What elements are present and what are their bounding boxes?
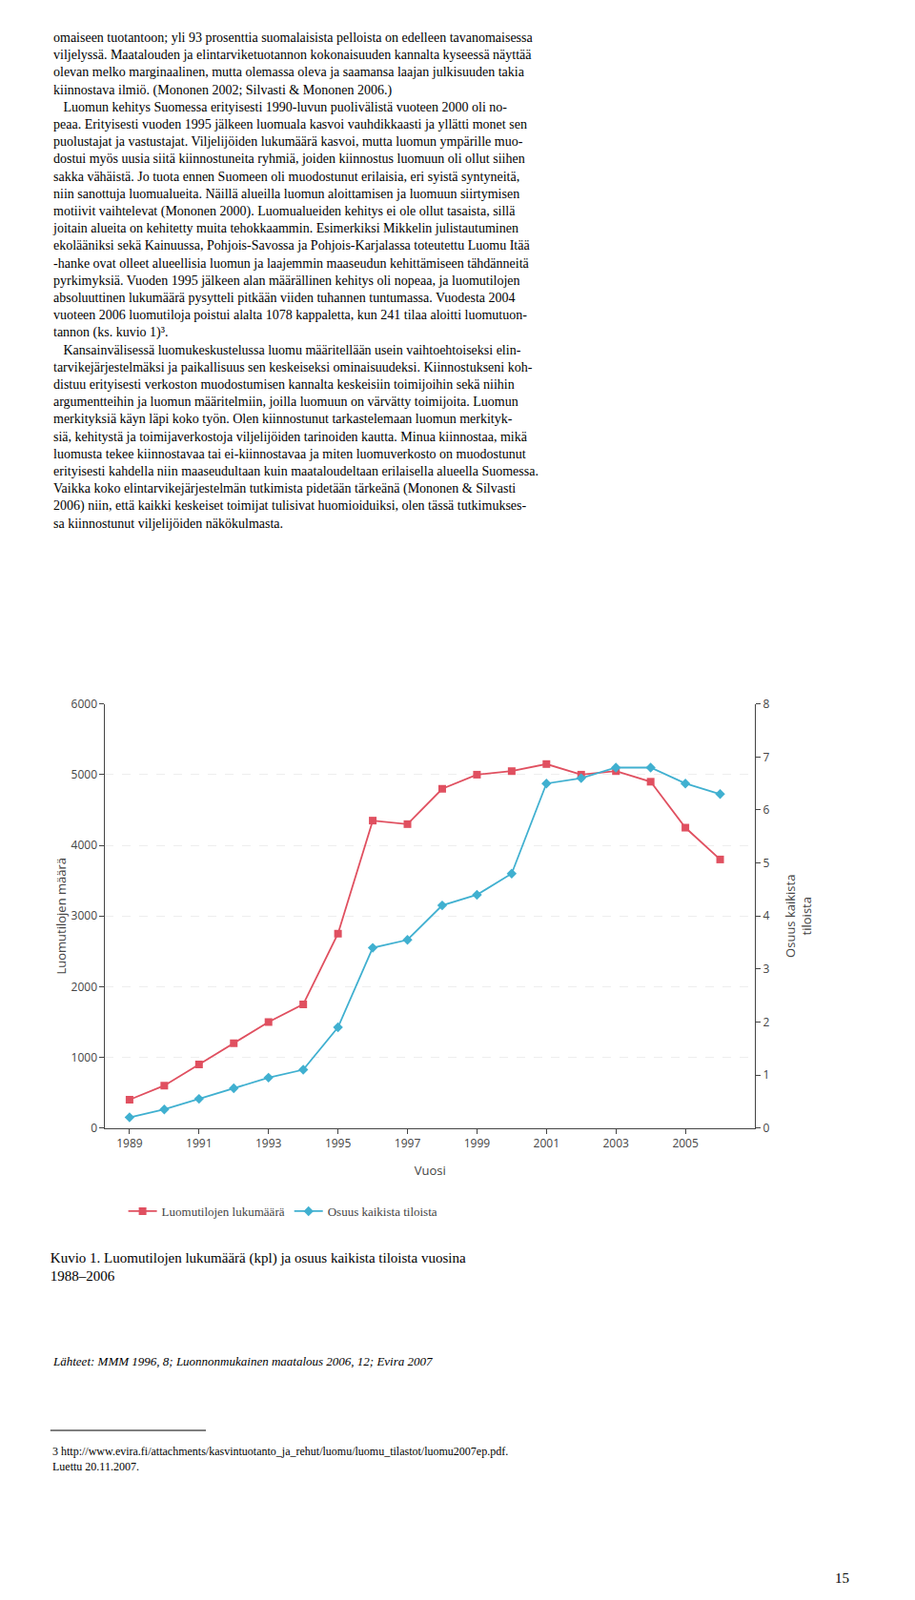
svg-text:5000: 5000 [71,766,99,783]
svg-text:0: 0 [90,1119,98,1137]
svg-text:1995: 1995 [325,1135,352,1152]
svg-text:6000: 6000 [71,695,99,712]
svg-text:1993: 1993 [255,1135,283,1152]
svg-text:1000: 1000 [71,1049,99,1066]
svg-text:Luomutilojen lukumäärä: Luomutilojen lukumäärä [162,1204,285,1220]
svg-text:Luomutilojen määrä: Luomutilojen määrä [52,857,70,976]
svg-text:Kuvio 1. Luomutilojen lukumäär: Kuvio 1. Luomutilojen lukumäärä (kpl) ja… [50,1250,467,1285]
svg-text:4: 4 [762,907,770,924]
svg-text:omaiseen tuotantoon; yli 93 pr: omaiseen tuotantoon; yli 93 prosenttia s… [52,30,539,531]
svg-text:1999: 1999 [464,1135,491,1152]
svg-text:7: 7 [762,749,770,766]
svg-text:2005: 2005 [671,1135,699,1152]
svg-text:15: 15 [834,1570,850,1586]
svg-text:3 http://www.evira.fi/attachme: 3 http://www.evira.fi/attachments/kasvin… [52,1444,509,1474]
svg-text:0: 0 [762,1119,770,1137]
svg-text:2003: 2003 [602,1135,630,1152]
svg-text:Vuosi: Vuosi [414,1161,447,1180]
svg-text:1991: 1991 [185,1135,212,1152]
svg-text:3: 3 [762,960,770,977]
svg-text:Lähteet: MMM 1996, 8; Luonnonm: Lähteet: MMM 1996, 8; Luonnonmukainen ma… [52,1354,433,1369]
svg-text:1997: 1997 [394,1135,422,1152]
svg-text:4000: 4000 [71,836,99,854]
svg-text:5: 5 [762,854,770,872]
svg-text:1989: 1989 [116,1135,143,1152]
svg-text:2: 2 [762,1014,770,1031]
svg-text:Osuus kaikistatiloista: Osuus kaikistatiloista [782,874,816,958]
svg-text:8: 8 [762,695,770,712]
svg-text:2001: 2001 [533,1135,560,1152]
svg-text:Osuus kaikista tiloista: Osuus kaikista tiloista [327,1204,438,1220]
svg-text:2000: 2000 [71,978,99,996]
svg-text:6: 6 [762,801,770,818]
svg-text:1: 1 [762,1066,770,1083]
svg-text:3000: 3000 [71,907,99,924]
